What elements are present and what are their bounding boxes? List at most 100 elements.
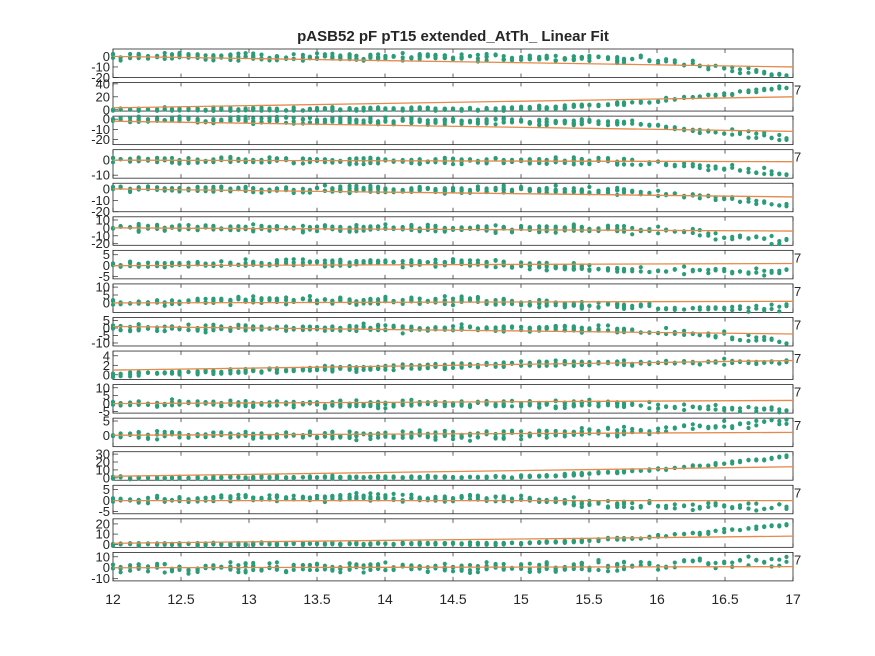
data-point <box>450 162 456 167</box>
data-point <box>587 268 592 273</box>
data-point <box>330 566 335 571</box>
data-point <box>672 58 677 63</box>
data-point <box>722 91 727 96</box>
data-point <box>314 493 320 499</box>
data-point <box>203 107 208 112</box>
data-point <box>730 506 735 511</box>
y-tick-label: -20 <box>91 236 110 251</box>
data-point <box>307 476 312 481</box>
data-point <box>621 121 627 126</box>
data-point <box>579 161 584 166</box>
data-point <box>110 160 116 165</box>
data-point <box>368 434 373 439</box>
y-tick-label: 10 <box>96 212 110 227</box>
data-point <box>347 229 352 234</box>
data-point <box>605 156 611 161</box>
data-point <box>284 156 289 161</box>
data-point <box>562 118 567 123</box>
data-point <box>762 360 767 365</box>
data-point <box>228 475 233 480</box>
data-point <box>330 495 335 500</box>
data-point <box>467 404 473 410</box>
data-point <box>605 323 611 328</box>
data-point <box>376 328 381 333</box>
data-point <box>400 188 405 193</box>
data-point <box>615 432 620 438</box>
data-point <box>338 298 343 303</box>
data-point <box>219 403 224 408</box>
data-point <box>145 495 151 500</box>
data-point <box>527 225 532 230</box>
data-point <box>769 86 774 91</box>
data-point <box>459 322 464 327</box>
data-point <box>459 121 464 126</box>
data-point <box>713 424 718 429</box>
data-point <box>467 494 473 499</box>
data-point <box>259 297 264 302</box>
data-point <box>236 570 241 575</box>
data-point <box>314 105 320 111</box>
data-point <box>519 429 524 434</box>
data-point <box>664 503 669 508</box>
data-point <box>713 164 718 169</box>
data-point <box>307 294 312 299</box>
data-point <box>162 265 167 270</box>
data-point <box>219 296 224 301</box>
data-point <box>682 264 687 269</box>
data-point <box>509 230 515 235</box>
data-point <box>484 189 489 194</box>
data-point <box>300 117 305 122</box>
data-point <box>338 402 343 407</box>
data-point <box>484 474 489 479</box>
data-point <box>537 57 542 62</box>
data-point <box>300 108 305 113</box>
data-points <box>110 356 789 380</box>
data-point <box>433 298 438 303</box>
data-point <box>467 475 473 480</box>
data-point <box>553 405 558 410</box>
data-point <box>383 53 388 59</box>
data-point <box>737 359 743 365</box>
data-point <box>509 404 515 409</box>
data-point <box>664 98 669 103</box>
data-point <box>177 542 182 547</box>
data-point <box>442 122 447 127</box>
data-point <box>501 435 506 440</box>
data-point <box>615 537 620 542</box>
data-point <box>417 474 422 480</box>
data-point <box>647 429 652 434</box>
data-point <box>475 493 480 498</box>
data-point <box>656 224 661 229</box>
data-point <box>493 474 498 479</box>
data-point <box>347 541 352 546</box>
data-point <box>762 506 767 512</box>
data-point <box>186 571 191 576</box>
subplot-7: 50-57 <box>98 247 801 284</box>
data-point <box>562 105 567 110</box>
data-point <box>118 58 123 63</box>
linear-fit-line <box>112 399 794 405</box>
data-point <box>784 408 789 413</box>
data-point <box>553 324 558 329</box>
data-point <box>544 161 549 166</box>
data-point <box>322 328 327 333</box>
data-point <box>475 296 480 301</box>
data-point <box>347 297 352 302</box>
data-point <box>186 116 191 121</box>
data-point <box>777 418 782 424</box>
data-point <box>484 58 489 63</box>
data-point <box>571 327 576 332</box>
data-point <box>236 107 241 112</box>
data-point <box>682 164 687 169</box>
data-point <box>527 325 532 330</box>
data-point <box>228 302 233 308</box>
data-point <box>203 475 208 481</box>
data-point <box>400 365 405 370</box>
data-point <box>354 496 359 501</box>
data-point <box>307 106 312 111</box>
data-point <box>762 71 767 76</box>
data-point <box>553 428 558 434</box>
data-point <box>762 337 767 343</box>
data-point <box>211 433 216 438</box>
data-point <box>713 266 718 272</box>
